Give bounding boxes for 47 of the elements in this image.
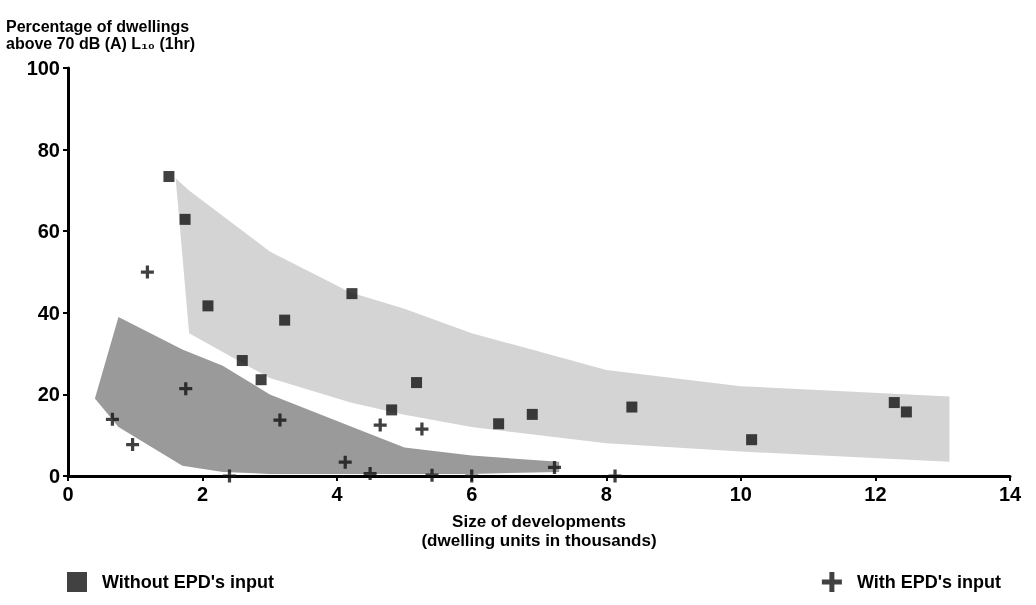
- point: [526, 408, 538, 420]
- point: [236, 355, 248, 367]
- legend-label: Without EPD's input: [102, 572, 275, 592]
- point: [411, 377, 423, 389]
- x-tick-label: 4: [331, 483, 344, 505]
- point: [222, 469, 236, 483]
- x-tick-label: 14: [998, 483, 1022, 505]
- x-tick-label: 0: [62, 483, 74, 505]
- point: [386, 404, 398, 416]
- y-tick-label: 60: [37, 220, 60, 243]
- point: [900, 406, 912, 418]
- point: [346, 288, 358, 300]
- x-tick-label: 10: [729, 483, 752, 505]
- y-axis-title: Percentage of dwellings above 70 dB (A) L₁₀ (1hr): [6, 18, 195, 52]
- y-tick-label: 20: [37, 383, 60, 406]
- point: [746, 434, 758, 446]
- point: [163, 171, 175, 183]
- point: [608, 469, 622, 483]
- point: [465, 469, 479, 483]
- point: [363, 467, 377, 481]
- legend-label: With EPD's input: [856, 572, 1002, 592]
- y-tick-label: 40: [37, 301, 60, 324]
- x-tick-label: 8: [600, 483, 612, 505]
- x-tick-label: 6: [466, 483, 478, 505]
- point: [202, 300, 214, 312]
- point: [415, 422, 429, 436]
- y-tick-label: 100: [26, 57, 60, 79]
- point: [255, 374, 267, 386]
- x-axis-title: Size of developments (dwelling units in thousands): [421, 512, 657, 550]
- y-tick-label: 80: [37, 138, 60, 161]
- point: [179, 213, 191, 225]
- point: [179, 382, 193, 396]
- point: [888, 397, 900, 409]
- point: [273, 413, 287, 427]
- point: [547, 460, 561, 474]
- point: [338, 455, 352, 469]
- point: [140, 265, 154, 279]
- x-tick-label: 2: [197, 483, 209, 505]
- y-tick-label: 0: [48, 465, 60, 487]
- point: [373, 418, 387, 432]
- point: [105, 412, 119, 426]
- point: [126, 438, 140, 452]
- x-tick-label: 12: [864, 483, 887, 505]
- point: [626, 401, 638, 413]
- point: [279, 314, 291, 326]
- point: [425, 468, 439, 482]
- point: [493, 418, 505, 430]
